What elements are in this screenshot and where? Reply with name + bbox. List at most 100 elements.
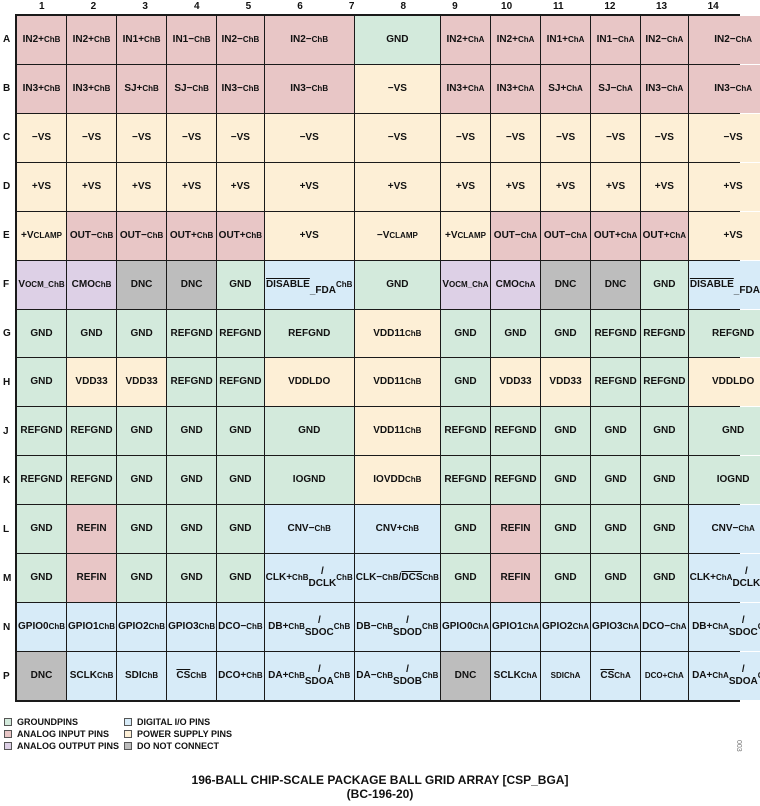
ball-H9: VDD33	[490, 358, 541, 407]
ball-B4: SJ− ChB	[167, 64, 217, 113]
legend-label: ANALOG INPUT PINS	[17, 729, 110, 739]
column-label-8: 8	[400, 1, 407, 12]
ball-F5: GND	[217, 260, 264, 309]
column-label-13: 13	[655, 1, 668, 12]
ball-N2: GPIO1 ChB	[67, 603, 117, 652]
ball-H8: GND	[440, 358, 490, 407]
ball-L13: CNV− ChA	[688, 505, 760, 554]
ball-B13: IN3− ChA	[688, 64, 760, 113]
legend-item-aout: ANALOG OUTPUT PINS	[4, 740, 119, 752]
ball-C7: −VS	[354, 113, 440, 162]
ball-K4: GND	[167, 456, 217, 505]
ball-L4: GND	[167, 505, 217, 554]
ball-J12: GND	[641, 407, 688, 456]
ball-L1: GND	[17, 505, 67, 554]
legend-item-ain: ANALOG INPUT PINS	[4, 728, 119, 740]
ball-H12: REFGND	[641, 358, 688, 407]
ball-J13: GND	[688, 407, 760, 456]
ball-M12: GND	[641, 554, 688, 603]
ball-H6: VDDLDO	[264, 358, 354, 407]
row-label-F: F	[3, 279, 10, 290]
ball-A8: IN2+ ChA	[440, 16, 490, 64]
ball-D8: +VS	[440, 162, 490, 211]
legend-item-pwr: POWER SUPPLY PINS	[124, 728, 232, 740]
ball-J8: REFGND	[440, 407, 490, 456]
ball-H5: REFGND	[217, 358, 264, 407]
column-label-1: 1	[39, 1, 45, 12]
column-label-14: 14	[707, 1, 719, 12]
ball-A12: IN2− ChA	[641, 16, 688, 64]
ball-E7: −V CLAMP	[354, 211, 440, 260]
ball-C4: −VS	[167, 113, 217, 162]
ball-G9: GND	[490, 309, 541, 358]
ball-L12: GND	[641, 505, 688, 554]
ball-B5: IN3− ChB	[217, 64, 264, 113]
ball-B10: SJ+ ChA	[541, 64, 591, 113]
ball-P13: DA+ChA/SDOAChA	[688, 652, 760, 700]
ball-D2: +VS	[67, 162, 117, 211]
column-label-11: 11	[552, 1, 564, 12]
ball-K5: GND	[217, 456, 264, 505]
row-label-H: H	[3, 377, 11, 388]
ball-F9: CMO ChA	[490, 260, 541, 309]
ball-A6: IN2− ChB	[264, 16, 354, 64]
ball-K6: IOGND	[264, 456, 354, 505]
ball-D4: +VS	[167, 162, 217, 211]
ball-F10: DNC	[541, 260, 591, 309]
ball-K3: GND	[117, 456, 167, 505]
ball-P7: DA− ChB / SDOB ChB	[354, 652, 440, 700]
ball-E4: OUT+ ChB	[167, 211, 217, 260]
ball-A3: IN1+ ChB	[117, 16, 167, 64]
ball-D13: +VS	[688, 162, 760, 211]
ball-F13: DISABLE_FDAChA	[688, 260, 760, 309]
ball-A10: IN1+ ChA	[541, 16, 591, 64]
ball-D9: +VS	[490, 162, 541, 211]
row-label-A: A	[3, 34, 11, 45]
package-title-line2: (BC-196-20)	[346, 787, 414, 801]
ball-B3: SJ+ ChB	[117, 64, 167, 113]
row-label-E: E	[3, 230, 10, 241]
row-label-K: K	[3, 475, 11, 486]
ball-M11: GND	[591, 554, 641, 603]
legend: GROUNDPINS ANALOG INPUT PINS ANALOG OUTPUT…	[4, 716, 424, 756]
legend-column-1: GROUNDPINS ANALOG INPUT PINS ANALOG OUTPUT…	[4, 716, 119, 752]
ball-G13: REFGND	[688, 309, 760, 358]
ball-J9: REFGND	[490, 407, 541, 456]
ball-J4: GND	[167, 407, 217, 456]
ball-C12: −VS	[641, 113, 688, 162]
row-labels: A B C D E F G H J K L M N P	[0, 15, 16, 701]
ball-N12: DCO− ChA	[641, 603, 688, 652]
row-label-C: C	[3, 132, 11, 143]
ball-J10: GND	[541, 407, 591, 456]
legend-item-dnc: DO NOT CONNECT	[124, 740, 232, 752]
ball-P4: CS ChB	[167, 652, 217, 700]
ball-J6: GND	[264, 407, 354, 456]
legend-swatch-ain	[4, 730, 12, 738]
ball-K8: REFGND	[440, 456, 490, 505]
legend-swatch-gnd	[4, 718, 12, 726]
ball-H2: VDD33	[67, 358, 117, 407]
ball-M10: GND	[541, 554, 591, 603]
ball-G12: REFGND	[641, 309, 688, 358]
ball-J3: GND	[117, 407, 167, 456]
ball-M7: CLK− ChB / DCS ChB	[354, 554, 440, 603]
ball-B7: −VS	[354, 64, 440, 113]
ball-C10: −VS	[541, 113, 591, 162]
ball-G11: REFGND	[591, 309, 641, 358]
ball-C3: −VS	[117, 113, 167, 162]
ball-C11: −VS	[591, 113, 641, 162]
ball-B12: IN3− ChA	[641, 64, 688, 113]
ball-G3: GND	[117, 309, 167, 358]
legend-swatch-dnc	[124, 742, 132, 750]
ball-F12: GND	[641, 260, 688, 309]
ball-G2: GND	[67, 309, 117, 358]
ball-C9: −VS	[490, 113, 541, 162]
column-label-9: 9	[452, 1, 458, 12]
ball-E12: OUT+ ChA	[641, 211, 688, 260]
ball-M9: REFIN	[490, 554, 541, 603]
ball-B11: SJ− ChA	[591, 64, 641, 113]
ball-H11: REFGND	[591, 358, 641, 407]
ball-A4: IN1− ChB	[167, 16, 217, 64]
ball-A9: IN2+ ChA	[490, 16, 541, 64]
ball-E11: OUT+ ChA	[591, 211, 641, 260]
